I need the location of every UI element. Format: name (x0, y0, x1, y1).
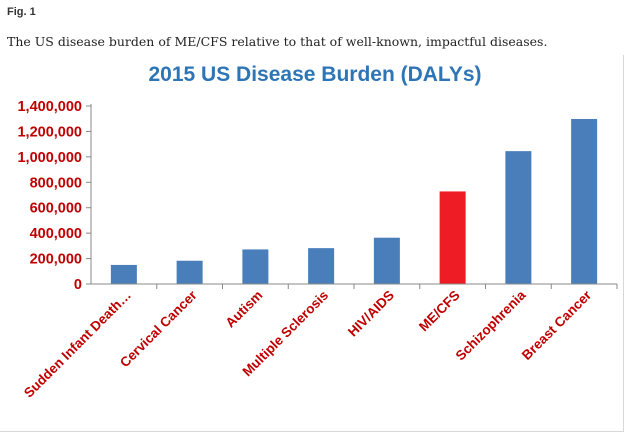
figure-caption: The US disease burden of ME/CFS relative… (7, 34, 548, 49)
figure-label-prefix: Fig. (7, 6, 27, 18)
bar-autism (242, 249, 269, 284)
y-tick-label: 600,000 (30, 201, 82, 217)
figure-label-number: 1 (29, 6, 36, 18)
chart-title: 2015 US Disease Burden (DALYs) (148, 63, 481, 86)
y-tick-label: 400,000 (30, 226, 82, 242)
x-tick-label: ME/CFS (416, 288, 463, 335)
bar-breast-cancer (571, 118, 598, 285)
y-tick-label: 1,200,000 (17, 124, 82, 140)
bar-hiv-aids (373, 237, 400, 284)
bar-cervical-cancer (176, 260, 203, 284)
x-tick-label: Sudden Infant Death… (21, 288, 134, 401)
chart-frame (0, 55, 624, 432)
x-tick-label: HIV/AIDS (345, 288, 397, 340)
x-tick-label: Autism (223, 288, 266, 331)
bar-me-cfs (439, 191, 466, 284)
y-axis: 0 200,000 400,000 600,000 800,000 1,000,000 1,… (17, 99, 92, 293)
figure-label: Fig. 1 (7, 6, 36, 18)
bars (110, 118, 598, 285)
x-tick-label: Breast Cancer (519, 287, 595, 363)
y-tick-label: 1,400,000 (17, 99, 82, 115)
y-tick-label: 1,000,000 (17, 150, 82, 166)
bar-multiple-sclerosis (308, 248, 335, 284)
y-tick-label: 800,000 (30, 175, 82, 191)
y-tick-label: 0 (74, 277, 82, 293)
y-tick-label: 200,000 (30, 252, 82, 268)
x-axis: Sudden Infant Death…Cervical Cancer Autis… (21, 283, 618, 401)
x-tick-label: Schizophrenia (453, 287, 529, 363)
bar-sudden-infant-death (110, 264, 137, 284)
bar-schizophrenia (505, 151, 532, 284)
